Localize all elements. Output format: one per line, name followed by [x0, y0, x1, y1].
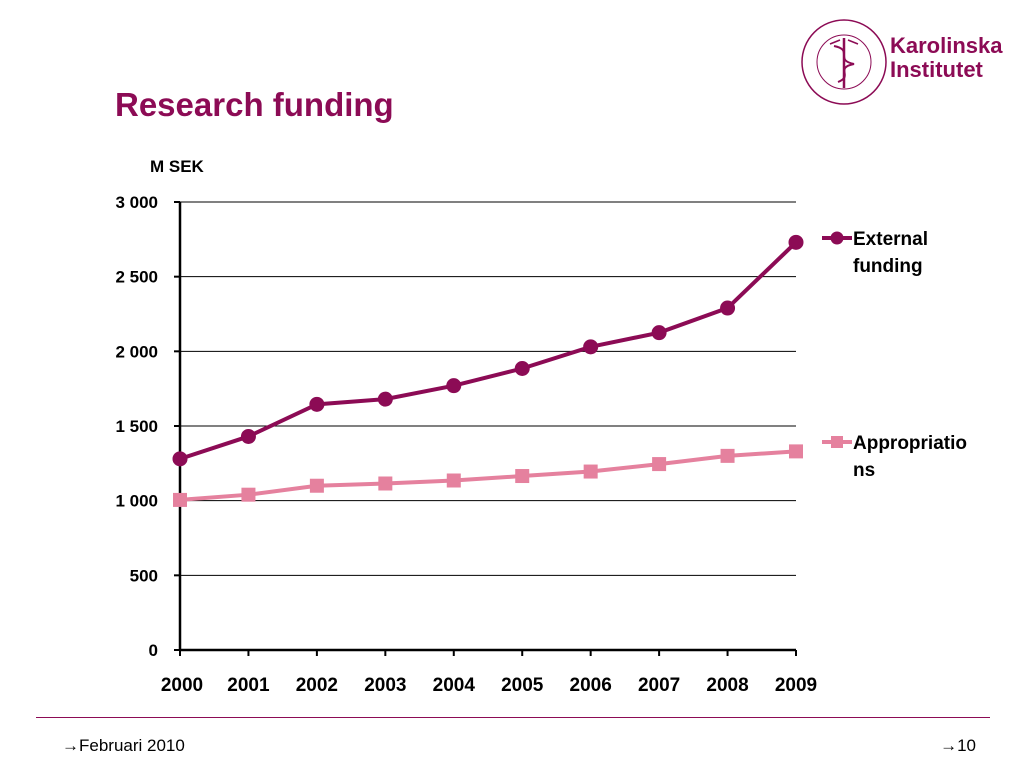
y-tick-label: 2 500	[115, 268, 158, 287]
data-point	[446, 378, 462, 394]
page-number-text: 10	[957, 736, 976, 755]
data-point	[720, 300, 736, 316]
series-line-external-funding	[179, 240, 798, 461]
data-point	[515, 469, 530, 484]
data-point	[720, 448, 735, 463]
data-point	[377, 391, 393, 407]
data-point	[652, 457, 667, 472]
x-tick-label: 2001	[227, 675, 270, 696]
x-tick-label: 2000	[161, 675, 203, 696]
legend-label: ns	[853, 460, 875, 481]
data-point	[378, 476, 393, 491]
x-tick-label: 2007	[638, 675, 680, 696]
footer-date-text: Februari 2010	[79, 736, 185, 755]
legend-label: funding	[853, 256, 923, 277]
y-tick-label: 1 000	[115, 492, 158, 511]
data-point	[788, 234, 804, 250]
footer-divider	[36, 717, 990, 718]
series-line-appropriations	[179, 449, 797, 502]
x-tick-label: 2003	[364, 675, 406, 696]
x-tick-label: 2008	[706, 675, 748, 696]
data-point	[446, 473, 461, 488]
y-tick-label: 2 000	[115, 342, 158, 361]
data-point	[309, 396, 325, 412]
data-point	[173, 492, 187, 507]
logo-name-line2: Institutet	[890, 57, 983, 82]
arrow-right-icon: →	[940, 736, 958, 755]
y-axis-unit-label: M SEK	[150, 157, 205, 176]
seal-icon	[801, 19, 887, 105]
slide-title: Research funding	[115, 86, 394, 123]
data-point	[172, 451, 188, 467]
data-point	[583, 464, 598, 479]
karolinska-logo: Karolinska Institutet	[798, 16, 1003, 108]
x-tick-label: 2005	[501, 675, 544, 696]
footer-date: →Februari 2010	[62, 736, 185, 756]
legend-label: External	[853, 229, 928, 250]
data-point	[789, 444, 803, 459]
y-tick-label: 0	[149, 641, 158, 660]
y-tick-label: 500	[130, 566, 158, 585]
x-tick-label: 2002	[296, 675, 338, 696]
y-tick-label: 3 000	[115, 193, 158, 212]
legend-marker	[831, 436, 843, 448]
x-tick-label: 2009	[775, 675, 817, 696]
data-point	[240, 428, 256, 444]
data-point	[241, 487, 256, 502]
data-point	[514, 361, 530, 377]
logo-name-line1: Karolinska	[890, 33, 1003, 58]
data-point	[583, 339, 599, 355]
arrow-right-icon: →	[62, 736, 79, 755]
legend-label: Appropriatio	[853, 433, 967, 454]
x-tick-label: 2006	[570, 675, 612, 696]
x-tick-label: 2004	[433, 675, 476, 696]
legend-marker	[830, 231, 844, 245]
footer-page-number: →10	[940, 736, 976, 756]
data-point	[309, 478, 324, 493]
data-point	[651, 325, 667, 341]
y-tick-label: 1 500	[115, 417, 158, 436]
